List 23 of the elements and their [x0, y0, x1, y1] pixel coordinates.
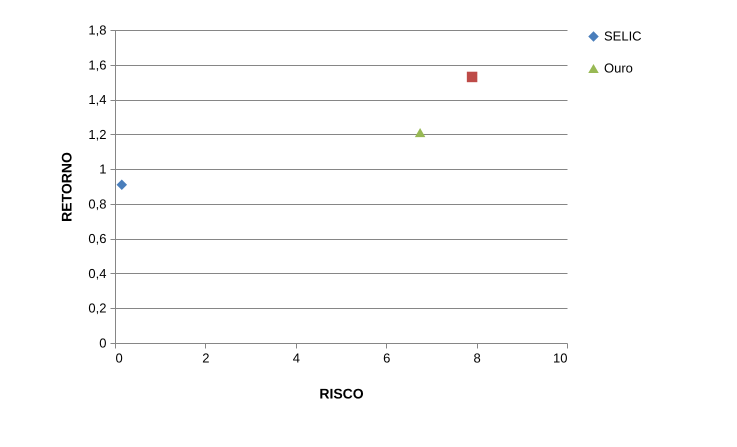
x-tick-label: 4	[292, 350, 300, 366]
y-tick-label: 1	[99, 162, 106, 177]
y-tick-label: 1,6	[88, 57, 106, 72]
x-tick-label: 2	[202, 350, 210, 366]
point	[414, 128, 426, 138]
legend-label: Ouro	[604, 60, 633, 76]
x-tick-label: 0	[116, 350, 123, 366]
y-tick-label: 0	[99, 336, 106, 350]
y-tick-label: 0,4	[88, 266, 106, 281]
x-tick-label: 6	[383, 350, 390, 366]
x-axis-title: RISCO	[319, 386, 364, 402]
x-tick-label: 10	[553, 350, 568, 366]
legend-label: SELIC	[604, 28, 642, 44]
y-tick-label: 1,2	[88, 126, 106, 142]
y-tick-label: 0,2	[88, 300, 106, 316]
x-tick-label: 8	[473, 350, 481, 366]
y-tick-label: 1,4	[88, 92, 106, 108]
y-axis-title: RETORNO	[58, 152, 74, 222]
point	[466, 72, 478, 82]
y-tick-label: 0,8	[88, 196, 106, 212]
point	[116, 180, 128, 190]
y-tick-label: 0,6	[88, 231, 106, 246]
y-tick-label: 1,8	[88, 22, 106, 38]
